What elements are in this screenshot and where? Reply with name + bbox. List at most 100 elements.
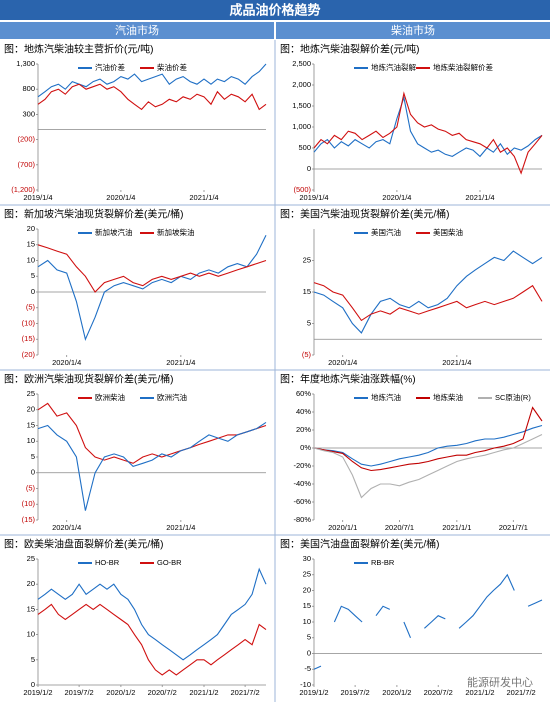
series-line: [313, 406, 543, 472]
x-tick-label: 2019/1/2: [23, 688, 52, 697]
y-tick-label: 2,000: [292, 80, 311, 89]
y-tick-label: 1,000: [292, 122, 311, 131]
y-tick-label: 20%: [296, 425, 311, 434]
y-tick-label: (15): [22, 515, 36, 524]
section-title: 柴油市场: [391, 23, 435, 37]
y-tick-label: 25: [303, 255, 311, 264]
series-line: [313, 434, 543, 499]
x-tick-label: 2020/1/4: [52, 523, 81, 532]
y-tick-label: (20): [22, 350, 36, 359]
y-tick-label: (500): [293, 185, 311, 194]
x-tick-label: 2021/1/4: [166, 358, 195, 367]
legend-label: RB-BR: [371, 558, 395, 567]
y-tick-label: 0: [307, 648, 311, 657]
y-tick-label: -5: [304, 664, 311, 673]
legend-label: 柴油价差: [157, 62, 187, 72]
series-line: [37, 421, 267, 511]
legend-label: HO-BR: [95, 558, 120, 567]
x-tick-label: 2019/1/4: [23, 193, 52, 202]
series-line: [37, 603, 267, 676]
watermark: 能源研发中心: [467, 675, 533, 689]
legend-label: 汽油价差: [95, 62, 125, 72]
y-tick-label: 0: [31, 680, 35, 689]
x-tick-label: 2021/1/4: [166, 523, 195, 532]
legend-label: 欧洲汽油: [157, 392, 187, 402]
y-tick-label: 25: [27, 389, 35, 398]
y-tick-label: 20: [27, 579, 35, 588]
header-bar: [0, 0, 550, 20]
legend-label: GO-BR: [157, 558, 182, 567]
x-tick-label: 2020/1/1: [328, 523, 357, 532]
x-tick-label: 2021/1/4: [442, 358, 471, 367]
y-tick-label: 5: [307, 318, 311, 327]
y-tick-label: (5): [26, 483, 36, 492]
legend-label: 地炼柴油裂解价差: [433, 62, 493, 72]
y-tick-label: 500: [298, 143, 311, 152]
y-tick-label: 10: [27, 436, 35, 445]
x-tick-label: 2021/1/2: [465, 688, 494, 697]
chart-title: 图：地炼汽柴油较主营折价(元/吨): [4, 43, 153, 56]
y-tick-label: -60%: [293, 497, 311, 506]
legend-label: SC原油(R): [495, 392, 531, 402]
y-tick-label: 5: [31, 271, 35, 280]
x-tick-label: 2019/7/2: [65, 688, 94, 697]
chart-title: 图：地炼汽柴油裂解价差(元/吨): [280, 43, 419, 56]
x-tick-label: 2019/1/4: [299, 193, 328, 202]
legend-label: 新加坡柴油: [157, 227, 195, 237]
chart-title: 图：欧美柴油盘面裂解价差(美元/桶): [4, 538, 163, 551]
series-line: [37, 244, 267, 293]
y-tick-label: (700): [17, 160, 35, 169]
legend-label: 地炼汽油裂解: [371, 62, 416, 72]
chart-title: 图：新加坡汽柴油现货裂解价差(美元/桶): [4, 208, 183, 221]
y-tick-label: 10: [27, 630, 35, 639]
y-tick-label: 1,300: [16, 59, 35, 68]
y-tick-label: 0%: [300, 443, 311, 452]
series-line: [313, 282, 543, 322]
y-tick-label: (200): [17, 135, 35, 144]
x-tick-label: 2021/7/2: [231, 688, 260, 697]
y-tick-label: (15): [22, 334, 36, 343]
y-tick-label: 2,500: [292, 59, 311, 68]
y-tick-label: 5: [31, 452, 35, 461]
chart-title: 图：美国汽油盘面裂解价差(美元/桶): [280, 538, 439, 551]
y-tick-label: (5): [302, 350, 312, 359]
y-tick-label: 10: [303, 617, 311, 626]
series-line: [37, 83, 267, 111]
x-tick-label: 2020/7/2: [424, 688, 453, 697]
x-tick-label: 2020/7/1: [385, 523, 414, 532]
y-tick-label: 5: [307, 633, 311, 642]
series-line: [313, 424, 543, 467]
legend-label: 欧洲柴油: [95, 392, 125, 402]
chart-title: 图：美国汽柴油现货裂解价差(美元/桶): [280, 208, 449, 221]
x-tick-label: 2021/7/1: [499, 523, 528, 532]
chart-title: 图：欧洲汽柴油现货裂解价差(美元/桶): [4, 373, 173, 386]
legend-label: 地炼柴油: [433, 392, 463, 402]
series-line: [37, 63, 267, 98]
y-tick-label: 20: [303, 585, 311, 594]
x-tick-label: 2021/1/4: [465, 193, 494, 202]
series-line: [313, 250, 543, 334]
x-tick-label: 2019/7/2: [341, 688, 370, 697]
x-tick-label: 2020/1/2: [106, 688, 135, 697]
y-tick-label: -40%: [293, 479, 311, 488]
y-tick-label: 25: [303, 570, 311, 579]
y-tick-label: -10: [300, 680, 311, 689]
section-bar: [276, 22, 550, 39]
legend-label: 美国柴油: [433, 227, 463, 237]
series-line: [37, 402, 267, 464]
y-tick-label: 20: [27, 224, 35, 233]
y-tick-label: (1,200): [11, 185, 35, 194]
y-tick-label: 15: [27, 604, 35, 613]
header-title: 成品油价格趋势: [229, 2, 320, 17]
y-tick-label: (10): [22, 318, 36, 327]
x-tick-label: 2020/7/2: [148, 688, 177, 697]
y-tick-label: 25: [27, 554, 35, 563]
series-line: [37, 235, 267, 342]
y-tick-label: 10: [27, 255, 35, 264]
series-line: [313, 95, 543, 158]
y-tick-label: 60%: [296, 389, 311, 398]
y-tick-label: -20%: [293, 461, 311, 470]
x-tick-label: 2019/1/2: [299, 688, 328, 697]
